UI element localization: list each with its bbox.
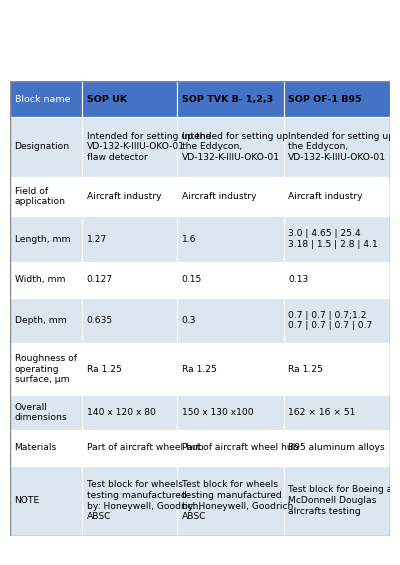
Text: ndt: ndt (120, 251, 136, 261)
Text: Part of aircraft wheel hub: Part of aircraft wheel hub (87, 444, 203, 453)
Text: Aircraft industry: Aircraft industry (288, 192, 363, 201)
Bar (177, 262, 284, 298)
Polygon shape (158, 177, 202, 309)
Text: B95 aluminum alloys: B95 aluminum alloys (288, 444, 385, 453)
Bar (82, 344, 177, 394)
Text: Materials: Materials (14, 444, 57, 453)
Bar (10, 177, 82, 216)
Text: 162 × 16 × 51: 162 × 16 × 51 (288, 408, 356, 417)
Text: 0.15: 0.15 (182, 275, 202, 284)
Text: Overall
dimensions: Overall dimensions (14, 402, 67, 422)
Text: Ra 1.25: Ra 1.25 (87, 364, 122, 373)
Bar (177, 344, 284, 394)
Text: 0.3: 0.3 (182, 316, 196, 325)
Text: Intended for setting up
the Eddycon,
VD-132-K-IIIU-OKO-01: Intended for setting up the Eddycon, VD-… (288, 132, 394, 162)
Text: OKO: OKO (86, 236, 118, 250)
Bar (82, 430, 177, 466)
Bar (10, 81, 82, 117)
Text: 3.0 | 4.65 | 25.4
3.18 | 1.5 | 2.8 | 4.1: 3.0 | 4.65 | 25.4 3.18 | 1.5 | 2.8 | 4.1 (288, 229, 378, 249)
Text: Depth, mm: Depth, mm (14, 316, 66, 325)
Bar (177, 177, 284, 216)
Bar (177, 394, 284, 430)
Text: K: K (176, 238, 184, 248)
Text: MRO: MRO (218, 228, 298, 258)
Bar (82, 81, 177, 117)
Text: ™: ™ (200, 194, 206, 200)
Bar (284, 344, 390, 394)
Bar (10, 394, 82, 430)
Bar (82, 466, 177, 536)
Text: SOP TVK B- 1,2,3: SOP TVK B- 1,2,3 (182, 94, 273, 103)
Bar (177, 466, 284, 536)
Text: Part of aircraft wheel hub: Part of aircraft wheel hub (182, 444, 298, 453)
Text: Length, mm: Length, mm (14, 234, 70, 244)
Bar (284, 298, 390, 344)
Bar (10, 466, 82, 536)
Bar (10, 430, 82, 466)
Text: Designation: Designation (14, 142, 70, 151)
Text: Field of
application: Field of application (14, 186, 66, 206)
Bar (284, 81, 390, 117)
Bar (177, 298, 284, 344)
Text: Intended for setting up
the Eddycon,
VD-132-K-IIIU-OKO-01: Intended for setting up the Eddycon, VD-… (182, 132, 288, 162)
Text: SOP OF-1 B95: SOP OF-1 B95 (288, 94, 362, 103)
Text: DISTRIBUTION: DISTRIBUTION (219, 332, 275, 338)
Bar (177, 117, 284, 177)
Text: Width, mm: Width, mm (14, 275, 65, 284)
Bar (82, 117, 177, 177)
Bar (284, 216, 390, 262)
Text: 1.6: 1.6 (182, 234, 196, 244)
Text: 0.7 | 0.7 | 0.7;1.2
0.7 | 0.7 | 0.7 | 0.7: 0.7 | 0.7 | 0.7;1.2 0.7 | 0.7 | 0.7 | 0.… (288, 311, 372, 331)
Bar (82, 262, 177, 298)
Text: Aircraft industry: Aircraft industry (182, 192, 256, 201)
Text: 0.635: 0.635 (87, 316, 113, 325)
Bar (10, 298, 82, 344)
Text: GROUP: GROUP (148, 236, 201, 250)
Text: Test block for Boeing and
McDonnell Douglas
aircrafts testing: Test block for Boeing and McDonnell Doug… (288, 485, 400, 516)
Text: SOP UK: SOP UK (87, 94, 127, 103)
Bar (177, 430, 284, 466)
Bar (10, 216, 82, 262)
Text: Ra 1.25: Ra 1.25 (182, 364, 217, 373)
Bar (284, 177, 390, 216)
Circle shape (173, 197, 187, 289)
Text: 150 x 130 x100: 150 x 130 x100 (182, 408, 253, 417)
Bar (10, 117, 82, 177)
Bar (82, 298, 177, 344)
FancyBboxPatch shape (216, 295, 304, 375)
Bar (82, 394, 177, 430)
Polygon shape (165, 197, 199, 289)
Text: 0.13: 0.13 (288, 275, 308, 284)
Bar (177, 216, 284, 262)
Bar (10, 262, 82, 298)
Bar (284, 262, 390, 298)
Bar (10, 344, 82, 394)
Text: Test block for wheels
testing manufactured
by: Honeywell, Goodrich,
ABSC: Test block for wheels testing manufactur… (182, 480, 296, 521)
Bar (82, 216, 177, 262)
Bar (284, 394, 390, 430)
Text: 1.27: 1.27 (87, 234, 107, 244)
Text: Ra 1.25: Ra 1.25 (288, 364, 323, 373)
Bar (284, 430, 390, 466)
Text: 140 x 120 x 80: 140 x 120 x 80 (87, 408, 156, 417)
Text: Roughness of
operating
surface, μm: Roughness of operating surface, μm (14, 354, 76, 384)
Text: Aircraft industry: Aircraft industry (87, 192, 161, 201)
Text: Block name: Block name (14, 94, 70, 103)
Bar (177, 81, 284, 117)
Text: Test block for wheels
testing manufactured
by: Honeywell, Goodrich,
ABSC: Test block for wheels testing manufactur… (87, 480, 201, 521)
Bar (284, 466, 390, 536)
Text: NOTE: NOTE (14, 496, 40, 505)
Bar (284, 117, 390, 177)
Text: 0.127: 0.127 (87, 275, 113, 284)
Text: Intended for setting up the
VD-132-K-IIIU-OKO-01
flaw detector: Intended for setting up the VD-132-K-III… (87, 132, 211, 162)
Bar (82, 177, 177, 216)
